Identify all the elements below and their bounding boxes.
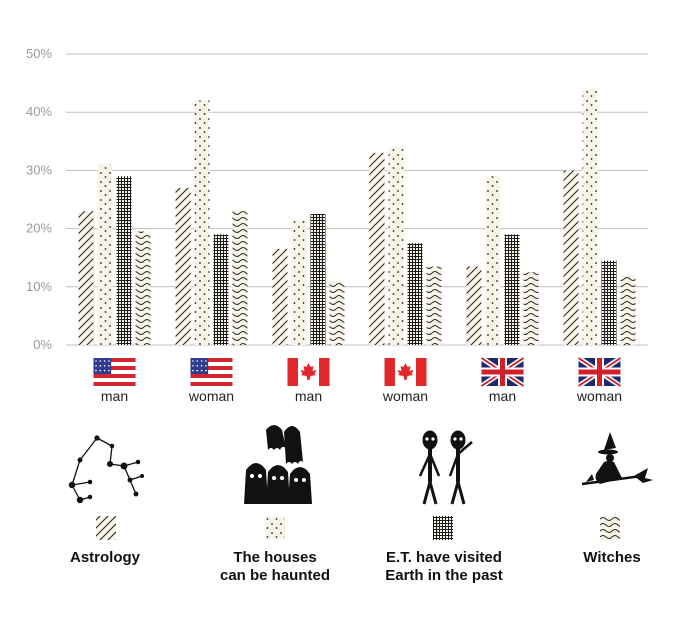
legend-label-astrology: Astrology bbox=[70, 549, 141, 566]
usa-flag bbox=[190, 358, 233, 386]
group-label: woman bbox=[382, 388, 428, 404]
bar-diagonal-hatch-group-4 bbox=[466, 266, 482, 345]
bar-wavy-lines-group-5 bbox=[620, 275, 636, 345]
legend-label-haunted-line2: can be haunted bbox=[220, 567, 330, 584]
bar-diagonal-hatch-group-3 bbox=[369, 152, 385, 345]
bar-grid-group-1 bbox=[213, 234, 229, 345]
legend-swatch-witches bbox=[600, 516, 620, 540]
group-label: man bbox=[489, 388, 516, 404]
bar-wavy-lines-group-2 bbox=[329, 280, 345, 345]
bar-wavy-lines-group-4 bbox=[523, 272, 539, 345]
bar-dots-group-4 bbox=[485, 176, 501, 345]
legend-label-haunted-line1: The houses bbox=[233, 549, 316, 566]
aliens-icon bbox=[418, 430, 473, 505]
bar-dots-group-0 bbox=[97, 164, 113, 345]
bar-grid-group-4 bbox=[504, 234, 520, 345]
canada-flag bbox=[287, 358, 330, 386]
bar-diagonal-hatch-group-2 bbox=[272, 248, 288, 345]
witch-icon bbox=[581, 432, 653, 486]
bar-diagonal-hatch-group-5 bbox=[563, 170, 579, 345]
usa-flag bbox=[93, 358, 136, 386]
bar-diagonal-hatch-group-0 bbox=[78, 211, 94, 345]
legend-label-et-line2: Earth in the past bbox=[385, 567, 503, 584]
grid-lines bbox=[66, 53, 648, 346]
bars bbox=[78, 88, 636, 346]
bar-dots-group-1 bbox=[194, 100, 210, 345]
legend-swatch-et bbox=[433, 516, 453, 540]
bar-wavy-lines-group-0 bbox=[135, 231, 151, 345]
y-tick-label: 0% bbox=[33, 337, 52, 352]
group-label: man bbox=[295, 388, 322, 404]
flags bbox=[93, 355, 622, 389]
bar-diagonal-hatch-group-1 bbox=[175, 187, 191, 345]
group-labels: man woman man woman man woman bbox=[101, 388, 622, 404]
y-tick-label: 20% bbox=[26, 221, 52, 236]
group-label: woman bbox=[188, 388, 234, 404]
bar-dots-group-3 bbox=[388, 147, 404, 345]
y-tick-label: 50% bbox=[26, 46, 52, 61]
group-label: man bbox=[101, 388, 128, 404]
y-tick-label: 40% bbox=[26, 104, 52, 119]
bar-grid-group-0 bbox=[116, 176, 132, 345]
canada-flag bbox=[384, 358, 427, 386]
constellation-icon bbox=[68, 435, 145, 504]
bar-dots-group-5 bbox=[582, 88, 598, 346]
bar-dots-group-2 bbox=[291, 219, 307, 345]
uk-flag bbox=[577, 355, 622, 389]
bar-wavy-lines-group-3 bbox=[426, 266, 442, 345]
bar-grid-group-5 bbox=[601, 260, 617, 345]
y-tick-label: 30% bbox=[26, 162, 52, 177]
legend-swatch-astrology bbox=[96, 516, 116, 540]
group-label: woman bbox=[576, 388, 622, 404]
y-axis-ticks: 0% 10% 20% 30% 40% 50% bbox=[26, 46, 52, 352]
y-tick-label: 10% bbox=[26, 279, 52, 294]
uk-flag bbox=[480, 355, 525, 389]
legend-label-witches: Witches bbox=[583, 549, 640, 566]
legend-label-et-line1: E.T. have visited bbox=[386, 549, 502, 566]
bar-grid-group-3 bbox=[407, 243, 423, 345]
bar-wavy-lines-group-1 bbox=[232, 211, 248, 345]
ghosts-icon bbox=[244, 425, 312, 504]
bar-grid-group-2 bbox=[310, 214, 326, 345]
legend-swatch-haunted bbox=[265, 516, 285, 540]
